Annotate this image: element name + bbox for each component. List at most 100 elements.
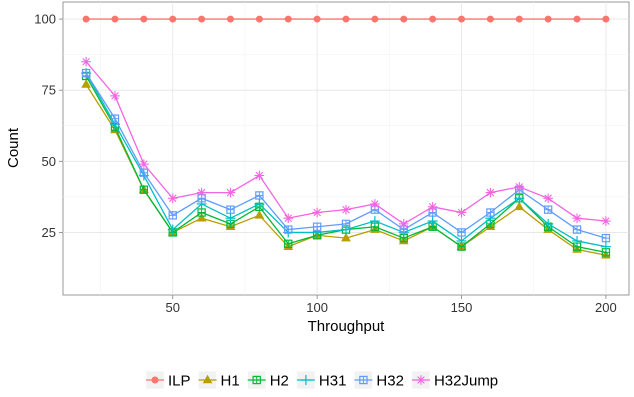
data-point-h32: [312, 222, 322, 231]
data-point-h32: [255, 191, 264, 200]
data-point-ilp: [458, 15, 466, 23]
series-h32: [81, 68, 611, 243]
legend-label-h32jump: H32Jump: [434, 373, 498, 390]
data-point-ilp: [573, 15, 581, 23]
data-point-ilp: [602, 15, 610, 23]
data-point-ilp: [342, 15, 350, 23]
data-point-h32jump: [601, 216, 611, 226]
data-point-h31: [543, 218, 554, 229]
data-point-h32jump: [427, 202, 438, 212]
data-point-h1: [514, 201, 525, 211]
series-layer: [81, 15, 611, 259]
legend-label-h1: H1: [221, 373, 240, 390]
data-point-ilp: [486, 15, 494, 23]
data-point-h31: [600, 241, 611, 252]
data-point-ilp: [111, 15, 119, 23]
data-point-h1: [254, 210, 265, 219]
y-axis-title: Count: [5, 127, 22, 168]
data-point-h32jump: [485, 187, 496, 198]
legend-item-h32jump: H32Jump: [411, 370, 498, 390]
data-point-h32jump: [456, 207, 467, 218]
x-tick-label: 100: [306, 300, 328, 315]
legend-item-h1: H1: [198, 370, 240, 390]
data-point-ilp: [198, 15, 206, 23]
data-point-h32jump: [370, 199, 380, 209]
data-point-h32: [139, 168, 149, 177]
data-point-h32: [572, 225, 582, 234]
data-point-h32jump: [283, 213, 294, 223]
legend-key-marker: [300, 375, 311, 385]
panel-background: [62, 1, 630, 296]
legend-item-h32: H32: [354, 370, 404, 390]
axes: 50 100 150 200 25 50 75 100: [34, 12, 616, 315]
legend-label-h2: H2: [270, 373, 289, 390]
data-point-h32jump: [81, 56, 91, 67]
data-point-h31: [254, 198, 265, 209]
data-point-h32jump: [312, 207, 322, 218]
data-point-h32jump: [572, 213, 582, 223]
data-point-h32jump: [139, 159, 149, 169]
legend-key-marker: [252, 375, 261, 385]
data-point-h32jump: [110, 91, 120, 101]
y-tick-label: 75: [42, 83, 56, 98]
legend-key-marker: [202, 374, 213, 384]
legend-key-marker: [416, 375, 426, 385]
data-point-ilp: [313, 15, 321, 23]
data-point-h32: [601, 233, 611, 243]
data-point-h1: [196, 212, 207, 222]
data-point-h32jump: [225, 187, 236, 198]
data-point-h32jump: [167, 193, 178, 204]
data-point-h32: [543, 205, 553, 214]
data-point-h31: [572, 235, 583, 246]
legend-label-h32: H32: [376, 373, 404, 390]
data-point-h32: [168, 211, 177, 220]
data-point-h31: [514, 193, 525, 204]
data-point-h2: [197, 208, 206, 217]
legend-key-marker: [359, 375, 368, 385]
data-point-h31: [427, 216, 438, 227]
x-axis-title: Throughput: [308, 318, 386, 335]
x-tick-label: 200: [595, 300, 617, 315]
data-point-h32: [81, 68, 91, 78]
data-point-h32: [110, 114, 120, 123]
legend-item-h2: H2: [247, 370, 289, 390]
data-point-h32jump: [196, 187, 207, 198]
data-point-ilp: [429, 15, 437, 23]
data-point-h31: [369, 216, 380, 227]
data-point-ilp: [140, 15, 148, 23]
data-point-h31: [167, 224, 178, 235]
series-ilp: [82, 15, 610, 23]
legend-label-ilp: ILP: [168, 373, 191, 390]
legend-item-h31: H31: [296, 370, 347, 390]
data-point-h31: [225, 213, 236, 224]
y-tick-label: 50: [42, 154, 56, 169]
data-point-ilp: [371, 15, 379, 23]
data-point-h2: [139, 185, 149, 194]
data-point-ilp: [284, 15, 292, 23]
legend-item-ilp: ILP: [145, 370, 191, 390]
data-point-ilp: [82, 15, 90, 23]
data-point-h32jump: [543, 193, 553, 204]
legend: ILP H1 H2 H31 H32 H32Jump: [145, 370, 498, 390]
data-point-h32: [226, 205, 235, 214]
data-point-h32: [457, 228, 466, 237]
y-tick-label: 100: [34, 12, 56, 27]
data-point-ilp: [255, 15, 263, 23]
x-tick-label: 50: [166, 300, 180, 315]
data-point-ilp: [226, 15, 234, 23]
data-point-h1: [341, 232, 351, 242]
grid: [63, 2, 629, 295]
data-point-h32: [284, 225, 293, 234]
data-point-h32jump: [514, 182, 525, 192]
series-h32jump: [81, 56, 611, 229]
data-point-ilp: [400, 15, 408, 23]
data-point-ilp: [169, 15, 177, 23]
data-point-ilp: [515, 15, 523, 23]
data-point-h32: [486, 208, 495, 217]
data-point-h32jump: [398, 219, 409, 229]
legend-key-marker: [151, 376, 159, 384]
data-point-h2: [284, 239, 293, 248]
legend-label-h31: H31: [319, 373, 347, 390]
data-point-h1: [81, 79, 91, 88]
